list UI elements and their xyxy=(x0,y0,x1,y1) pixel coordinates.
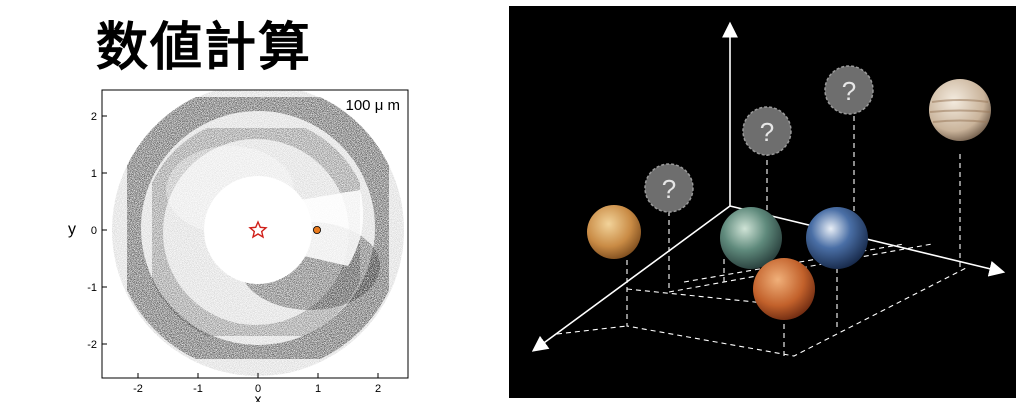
page-title: 数値計算 xyxy=(96,18,313,78)
y-tick-label: -2 xyxy=(87,339,97,351)
x-tick-label: -2 xyxy=(133,383,143,395)
earth-like-planet xyxy=(720,207,782,269)
dust-ring xyxy=(112,90,404,376)
earth-planet xyxy=(806,207,868,269)
x-tick-label: 1 xyxy=(315,383,321,395)
y-tick-label: 1 xyxy=(91,168,97,180)
x-axis-label: x xyxy=(255,391,262,402)
y-axis-label: y xyxy=(68,221,76,238)
y-tick-label: 2 xyxy=(91,111,97,123)
y-tick-label: -1 xyxy=(87,282,97,294)
x-tick-label: 2 xyxy=(375,383,381,395)
star-marker xyxy=(248,220,268,239)
x-tick-label: 0 xyxy=(255,383,261,395)
dust-simulation-plot: 100 μ m 2 1 0 -1 -2 y -2 -1 0 1 2 x xyxy=(68,89,409,402)
question-mark: ? xyxy=(842,76,856,106)
question-mark: ? xyxy=(662,174,676,204)
unknown-planet-marker: ? xyxy=(644,163,694,213)
mars-planet xyxy=(753,258,815,320)
x-axis: -2 -1 0 1 2 xyxy=(133,373,381,395)
question-mark: ? xyxy=(760,117,774,147)
unknown-planet-marker: ? xyxy=(824,65,874,115)
planet-parameter-diagram: ? ? ? xyxy=(509,6,1016,398)
unknown-planet-marker: ? xyxy=(742,106,792,156)
jupiter-bands xyxy=(929,99,991,123)
y-tick-label: 0 xyxy=(91,225,97,237)
planet-marker xyxy=(312,225,321,234)
central-cavity xyxy=(204,176,312,284)
venus-planet xyxy=(587,205,641,259)
x-tick-label: -1 xyxy=(193,383,203,395)
wavelength-label: 100 μ m xyxy=(346,97,401,114)
y-axis: 2 1 0 -1 -2 xyxy=(87,111,107,351)
